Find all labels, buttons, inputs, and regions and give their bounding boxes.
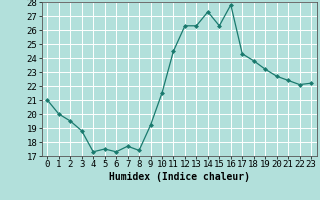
X-axis label: Humidex (Indice chaleur): Humidex (Indice chaleur) (109, 172, 250, 182)
